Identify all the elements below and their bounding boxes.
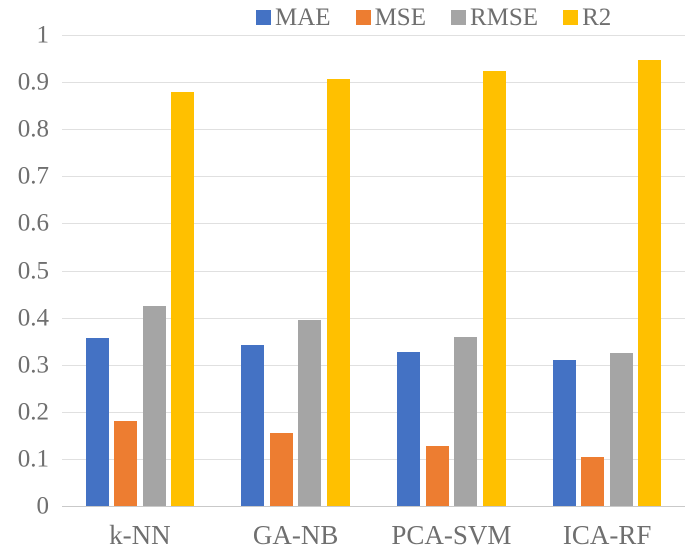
bar-group-GA-NB <box>218 35 374 506</box>
y-tick-label: 0.5 <box>17 257 49 284</box>
bar-r2-k-NN <box>171 91 195 506</box>
y-tick-label: 0.1 <box>17 445 49 473</box>
y-tick-label: 0.9 <box>17 68 49 96</box>
bar-r2-PCA-SVM <box>482 70 506 506</box>
gridline <box>62 317 685 319</box>
legend-item-r2: R2 <box>563 5 611 30</box>
x-axis-label-PCA-SVM: PCA-SVM <box>391 520 512 550</box>
legend-item-mae: MAE <box>256 5 331 30</box>
x-axis-line <box>62 506 685 507</box>
y-tick-label: 1 <box>36 21 50 49</box>
bar-mse-k-NN <box>114 421 138 506</box>
bar-r2-ICA-RF <box>638 59 662 506</box>
bar-mae-k-NN <box>85 338 109 506</box>
legend-swatch-icon <box>256 9 271 25</box>
y-tick-label: 0.2 <box>17 398 49 426</box>
legend-label: MAE <box>275 3 331 31</box>
bar-group-PCA-SVM <box>374 35 530 506</box>
bar-rmse-ICA-RF <box>609 353 633 506</box>
legend-swatch-icon <box>450 9 466 25</box>
bar-group-k-NN <box>62 35 218 506</box>
x-axis-label-ICA-RF: ICA-RF <box>562 520 652 550</box>
y-tick-label: 0 <box>36 492 50 520</box>
y-tick-label: 0.4 <box>17 304 49 332</box>
x-axis-label-k-NN: k-NN <box>109 520 171 550</box>
gridline <box>62 364 685 366</box>
gridline <box>62 176 685 178</box>
bar-mse-ICA-RF <box>581 456 605 506</box>
gridline <box>62 35 685 36</box>
gridline <box>62 82 685 84</box>
y-tick-label: 0.3 <box>17 351 49 379</box>
bar-group-ICA-RF <box>529 35 685 506</box>
chart-legend: MAE MSE RMSE R2 <box>256 2 611 32</box>
bar-rmse-k-NN <box>142 306 166 506</box>
bar-mse-PCA-SVM <box>425 445 449 506</box>
bar-mae-ICA-RF <box>552 360 576 506</box>
legend-label: MSE <box>374 3 426 31</box>
gridline <box>62 223 685 225</box>
bar-mse-GA-NB <box>269 432 293 506</box>
gridline <box>62 129 685 131</box>
y-tick-label: 0.8 <box>17 115 49 143</box>
bar-mae-GA-NB <box>241 344 265 506</box>
legend-label: R2 <box>582 3 612 31</box>
legend-swatch-icon <box>563 9 579 25</box>
bar-mae-PCA-SVM <box>397 352 421 506</box>
gridline <box>62 458 685 460</box>
gridline <box>62 270 685 272</box>
bar-r2-GA-NB <box>326 79 350 506</box>
legend-swatch-icon <box>355 9 371 25</box>
gridline <box>62 411 685 413</box>
legend-label: RMSE <box>469 3 539 31</box>
y-tick-label: 0.6 <box>17 209 49 237</box>
x-axis-label-GA-NB: GA-NB <box>252 520 339 550</box>
legend-item-rmse: RMSE <box>450 3 539 31</box>
bar-rmse-PCA-SVM <box>454 337 478 506</box>
y-tick-label: 0.7 <box>17 162 49 190</box>
bar-rmse-GA-NB <box>298 320 322 506</box>
legend-item-mse: MSE <box>355 3 426 31</box>
